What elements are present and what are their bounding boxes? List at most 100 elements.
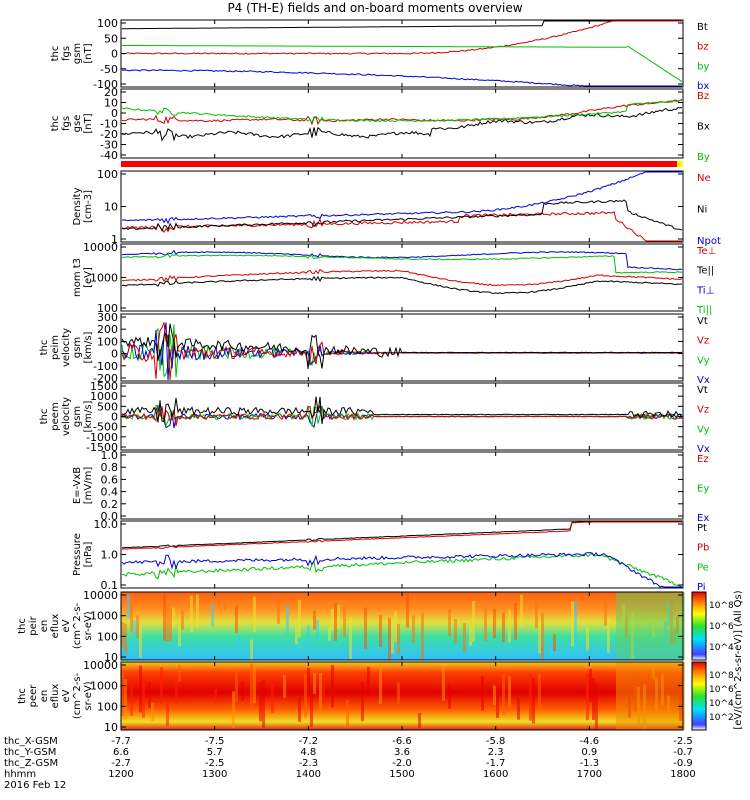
spectrogram-cell (394, 610, 397, 643)
spectrogram-cell (232, 691, 235, 728)
ephemeris-value: -1.3 (580, 758, 600, 769)
spectrogram-cell (307, 625, 310, 648)
legend-density-0: Ne (697, 173, 711, 184)
ytick-label: 0 (111, 107, 118, 120)
legend-peim-velocity-0: Vt (697, 316, 708, 327)
spectrogram-cell (553, 634, 556, 652)
spectrogram-cell (406, 593, 409, 628)
legend-density-1: Ni (697, 205, 707, 216)
series-peim-vz (121, 322, 683, 381)
ylabel-line: en (39, 620, 50, 633)
ytick-label: 10 (104, 721, 118, 734)
spectrogram-cell (607, 617, 610, 653)
ephemeris-value: 1700 (577, 769, 602, 780)
series-peem-vz (121, 405, 683, 427)
ephemeris-value: 0.9 (581, 747, 597, 758)
ylabel-peer-spectrogram: thc peer en eflux eV (cm^2-s-sr-eV) (17, 672, 94, 719)
spectrogram-cell (586, 673, 589, 721)
panel-frame-fgs-gse (120, 88, 684, 159)
ytick-label: 100 (97, 17, 118, 30)
spectrogram-cell (307, 667, 310, 696)
spectrogram-bg (121, 662, 683, 730)
spectrogram-cell (493, 608, 496, 639)
ylabel-line: [mV/m] (83, 467, 94, 505)
spectrogram-cell (397, 682, 400, 704)
spectrogram-cell (319, 672, 322, 715)
spectrogram-cell (481, 675, 484, 711)
spectrogram-cell (250, 663, 253, 706)
legend-peim-velocity-2: Vy (697, 355, 710, 366)
spectrogram-cell (259, 682, 262, 722)
series-Bz (121, 98, 683, 126)
ytick-label: 100 (97, 630, 118, 643)
legend-fgs-gsm-2: by (697, 61, 709, 72)
series-bz (121, 20, 682, 55)
spectrogram-cell (178, 665, 181, 682)
spectrogram-cell (508, 609, 511, 643)
ylabel-line: thc (50, 116, 61, 132)
spectrogram-cell (550, 638, 553, 657)
ephemeris-value: 4.8 (300, 747, 316, 758)
ytick-label: 50 (104, 32, 118, 45)
legend-temperature-0: Te⊥ (696, 246, 716, 257)
ephemeris-value: -5.8 (486, 736, 506, 747)
ylabel-line: gse (72, 115, 83, 133)
ylabel-line: gsm (72, 406, 83, 427)
spectrogram-cell (235, 668, 238, 703)
ylabel-line: eflux (50, 614, 61, 639)
spectrogram-cell (652, 662, 655, 730)
legend-pressure-2: Pe (697, 562, 709, 573)
ytick-label: 10000 (83, 659, 118, 672)
ylabel-line: [eV] (83, 267, 94, 288)
ytick-label: 1000 (90, 610, 118, 623)
ytick-label: 0.8 (101, 461, 119, 474)
legend-density-2: Npot (697, 236, 721, 247)
ephemeris-value: -0.7 (673, 747, 693, 758)
ytick-label: 100 (97, 700, 118, 713)
ytick-label: 100 (97, 302, 118, 315)
spectrogram-cell (595, 683, 598, 730)
ylabel-line: thc (39, 409, 50, 425)
spectrogram-cell (253, 663, 256, 704)
legend-peem-velocity-2: Vy (697, 424, 710, 435)
legend-peim-velocity-3: Vx (697, 375, 710, 386)
spectrogram-cell (133, 620, 136, 648)
ylabel-line: en (39, 690, 50, 703)
spectrogram-cell (166, 603, 169, 642)
spectrogram-cell (622, 592, 625, 660)
spectrogram-cell (643, 592, 646, 660)
ytick-label: -40 (100, 149, 118, 162)
legend-pressure-3: Pi (697, 582, 706, 593)
ytick-label: -500 (93, 421, 118, 434)
spectrogram-cell (532, 678, 535, 724)
colorbar-tick: 10^4 (709, 699, 734, 709)
series-Pi (121, 552, 682, 588)
series-bt (122, 20, 682, 30)
ylabel-line: (cm^2-s- (72, 672, 83, 719)
spectrogram-cell (361, 681, 364, 722)
series-peim-vt (121, 323, 683, 369)
spectrogram-cell (673, 662, 676, 730)
ylabel-line: peim (50, 335, 61, 360)
spectrogram-cell (172, 607, 175, 629)
ylabel-line: peem (50, 402, 61, 430)
series-Pb (121, 521, 682, 550)
spectrogram-cell (676, 662, 679, 730)
ytick-label: 10 (104, 97, 118, 110)
ytick-label: -200 (93, 372, 118, 385)
ephemeris-value: -7.5 (205, 736, 225, 747)
spectrogram-cell (130, 677, 133, 716)
ytick-label: 10.0 (94, 518, 119, 531)
spectrogram-cell (520, 594, 523, 627)
spectrogram-cell (619, 662, 622, 730)
spectrogram-cell (241, 681, 244, 701)
spectrogram-cell (493, 685, 496, 706)
ephemeris-value: -2.5 (205, 758, 225, 769)
ephemeris-label: thc_X-GSM (4, 736, 58, 747)
ylabel-line: [km/s] (83, 400, 94, 432)
spectrogram-cell (664, 592, 667, 660)
spectrogram-cell (367, 666, 370, 696)
spectrogram-cell (418, 713, 421, 728)
spectrogram-cell (454, 619, 457, 644)
ylabel-line: thc (17, 618, 28, 634)
